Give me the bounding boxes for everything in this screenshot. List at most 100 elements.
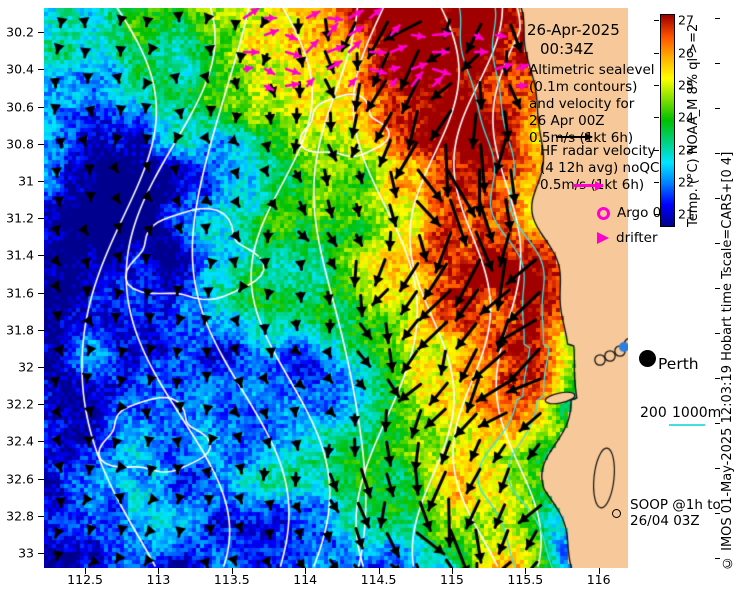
annotation-hf-line-1: (4 12h avg) noQC xyxy=(540,160,660,176)
annotation-desc-line-1: (0.1m contours) xyxy=(529,79,638,95)
legend-argo: Argo 0 xyxy=(597,205,661,221)
annotation-hf-line-0: HF radar velocity xyxy=(540,143,656,159)
annotation-date: 26-Apr-2025 xyxy=(527,21,620,39)
y-axis-tick xyxy=(38,515,44,517)
right-margin-tick xyxy=(715,288,720,289)
right-margin-tick xyxy=(715,378,720,379)
y-axis-tick-label: 32.6 xyxy=(6,471,34,487)
x-axis-tick xyxy=(158,568,160,574)
velocity-scale-arrow-icon xyxy=(556,133,593,141)
y-axis-tick xyxy=(38,106,44,108)
x-axis-tick-label: 112.5 xyxy=(67,572,103,587)
y-axis-tick xyxy=(38,478,44,480)
legend-soop: SOOP @1h to 26/04 03Z xyxy=(612,497,721,529)
x-axis-tick-label: 116 xyxy=(586,572,611,587)
legend-argo-label: Argo 0 xyxy=(617,205,662,221)
annotation-desc-line-0: Altimetric sealevel xyxy=(529,62,655,78)
drifter-triangle-icon xyxy=(597,232,609,244)
x-axis-tick-label: 115 xyxy=(439,572,464,587)
x-axis-tick-label: 115.5 xyxy=(507,572,544,587)
y-axis-tick xyxy=(38,69,44,71)
y-axis-tick-label: 30.8 xyxy=(6,136,34,152)
colorbar-tick xyxy=(654,117,659,119)
y-axis-tick-label: 32.4 xyxy=(6,433,34,449)
colorbar-tick xyxy=(654,181,659,183)
right-margin-tick xyxy=(715,468,720,469)
argo-ring-icon xyxy=(597,206,610,220)
y-axis-tick xyxy=(38,367,44,369)
y-axis-tick-label: 30.2 xyxy=(6,24,34,40)
y-axis-tick-label: 32 xyxy=(18,359,34,375)
colorbar-tick-label: 22 xyxy=(678,174,694,190)
right-margin-tick xyxy=(715,333,720,334)
colorbar xyxy=(660,14,675,227)
depth-200-label: 200 xyxy=(640,405,667,421)
colorbar-tick-label: 21 xyxy=(678,206,694,222)
right-margin-tick xyxy=(715,558,720,559)
y-axis-tick-label: 30.6 xyxy=(6,99,34,115)
colorbar-tick-label: 25 xyxy=(678,77,694,93)
y-axis-tick xyxy=(38,329,44,331)
annotation-desc-line-2: and velocity for xyxy=(529,96,635,112)
y-axis-tick-label: 32.2 xyxy=(6,396,34,412)
colorbar-tick-label: 23 xyxy=(678,142,694,158)
y-axis-tick xyxy=(38,553,44,555)
map-plot-area[interactable] xyxy=(44,8,628,568)
y-axis-tick-label: 33 xyxy=(18,545,34,561)
colorbar-tick xyxy=(654,214,659,216)
right-margin-tick xyxy=(715,243,720,244)
x-axis-tick xyxy=(451,568,453,574)
y-axis-tick xyxy=(38,32,44,34)
y-axis-tick xyxy=(38,143,44,145)
depth-1000-label: 1000m xyxy=(672,405,722,421)
colorbar-tick xyxy=(654,52,659,54)
right-margin-tick xyxy=(715,63,720,64)
x-axis-tick xyxy=(598,568,600,574)
legend-soop-label: SOOP @1h to 26/04 03Z xyxy=(630,497,721,529)
y-axis-tick xyxy=(38,181,44,183)
x-axis-tick xyxy=(85,568,87,574)
y-axis-tick-label: 31.2 xyxy=(6,210,34,226)
right-margin-tick xyxy=(715,108,720,109)
hf-radar-scale-arrow-icon xyxy=(573,180,604,191)
x-axis-tick-label: 113.5 xyxy=(213,572,250,587)
x-axis-tick-label: 114.5 xyxy=(360,572,397,587)
colorbar-title: Temp. (°C) NOAA_M 8% ql >=2 xyxy=(686,23,701,227)
x-axis-tick xyxy=(305,568,307,574)
y-axis-tick xyxy=(38,404,44,406)
legend-drifter-label: drifter xyxy=(616,230,658,246)
annotation-desc-line-3: 26 Apr 00Z xyxy=(529,113,605,129)
annotation-desc-line-4: 0.5m/s (1kt 6h) xyxy=(529,130,634,146)
vector-contour-overlay-canvas xyxy=(44,8,628,568)
colorbar-gradient xyxy=(660,14,675,227)
right-margin-tick xyxy=(715,18,720,19)
perth-city-marker-icon xyxy=(639,350,656,367)
perth-city-label: Perth xyxy=(658,355,699,373)
annotation-hf-radar: HF radar velocity (4 12h avg) noQC 0.5m/… xyxy=(540,143,659,194)
depth-200-swatch xyxy=(641,424,667,426)
soop-circle-icon xyxy=(612,508,621,518)
x-axis-tick xyxy=(378,568,380,574)
colorbar-tick-label: 24 xyxy=(678,109,694,125)
right-margin-tick xyxy=(715,423,720,424)
x-axis-tick-label: 114 xyxy=(293,572,318,587)
right-margin-tick xyxy=(715,198,720,199)
x-axis-tick-label: 113 xyxy=(146,572,171,587)
colorbar-tick xyxy=(654,85,659,86)
colorbar-tick xyxy=(654,149,659,151)
y-axis-tick xyxy=(38,292,44,294)
depth-1000-swatch xyxy=(669,424,705,426)
right-margin-tick xyxy=(715,513,720,514)
y-axis-tick-label: 31 xyxy=(18,173,34,189)
y-axis-tick-label: 31.8 xyxy=(6,322,34,338)
y-axis-tick-label: 32.8 xyxy=(6,508,34,524)
y-axis-tick-label: 31.4 xyxy=(6,247,34,263)
x-axis-tick xyxy=(231,568,233,574)
y-axis-tick-label: 31.6 xyxy=(6,285,34,301)
x-axis-tick xyxy=(525,568,527,574)
credit-text: © IMOS 01-May-2025 12:03:19 Hobart time … xyxy=(720,151,735,570)
right-margin-tick xyxy=(715,153,720,154)
colorbar-tick xyxy=(654,20,659,22)
y-axis-tick xyxy=(38,441,44,443)
